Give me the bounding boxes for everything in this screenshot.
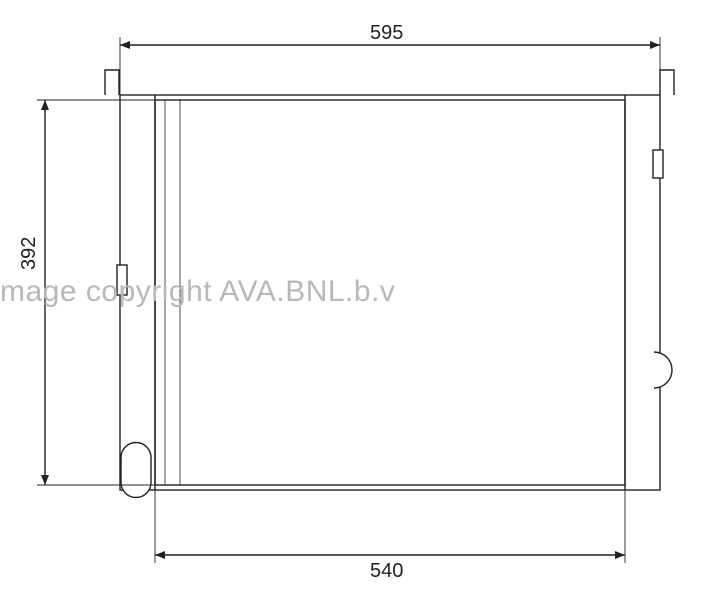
- dim-top-label: 595: [370, 22, 403, 45]
- dim-bottom-label: 540: [370, 560, 403, 583]
- dim-height-label: 392: [18, 237, 41, 270]
- watermark-text: mage copyright AVA.BNL.b.v: [0, 275, 395, 309]
